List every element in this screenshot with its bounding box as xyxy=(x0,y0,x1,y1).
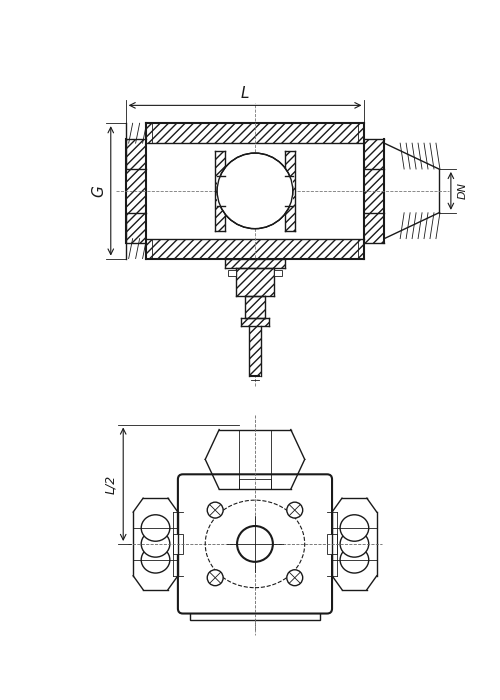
Bar xyxy=(327,534,337,554)
Bar xyxy=(146,123,364,144)
Ellipse shape xyxy=(141,514,170,541)
Ellipse shape xyxy=(141,547,170,573)
Ellipse shape xyxy=(340,531,368,557)
Bar xyxy=(228,270,236,276)
Circle shape xyxy=(287,570,302,586)
Bar xyxy=(225,258,285,269)
Circle shape xyxy=(237,526,273,562)
Bar xyxy=(239,480,271,489)
FancyBboxPatch shape xyxy=(178,475,332,613)
Bar xyxy=(126,139,146,243)
Bar xyxy=(274,270,282,276)
Text: G: G xyxy=(92,185,106,197)
Bar xyxy=(190,608,320,620)
Bar xyxy=(241,318,269,326)
Bar xyxy=(146,239,364,258)
Bar xyxy=(364,139,384,243)
Bar xyxy=(173,534,183,554)
Circle shape xyxy=(287,502,302,518)
Bar xyxy=(217,176,293,206)
Circle shape xyxy=(217,153,293,229)
Circle shape xyxy=(207,502,223,518)
Bar xyxy=(215,151,225,231)
Ellipse shape xyxy=(340,514,368,541)
Text: L/2: L/2 xyxy=(104,475,117,494)
Ellipse shape xyxy=(141,531,170,557)
Bar xyxy=(285,151,295,231)
Ellipse shape xyxy=(340,547,368,573)
Circle shape xyxy=(207,570,223,586)
Bar xyxy=(249,326,261,376)
Text: L: L xyxy=(241,86,250,101)
Text: DN: DN xyxy=(458,183,468,200)
Bar xyxy=(236,269,274,296)
Bar xyxy=(245,296,265,318)
